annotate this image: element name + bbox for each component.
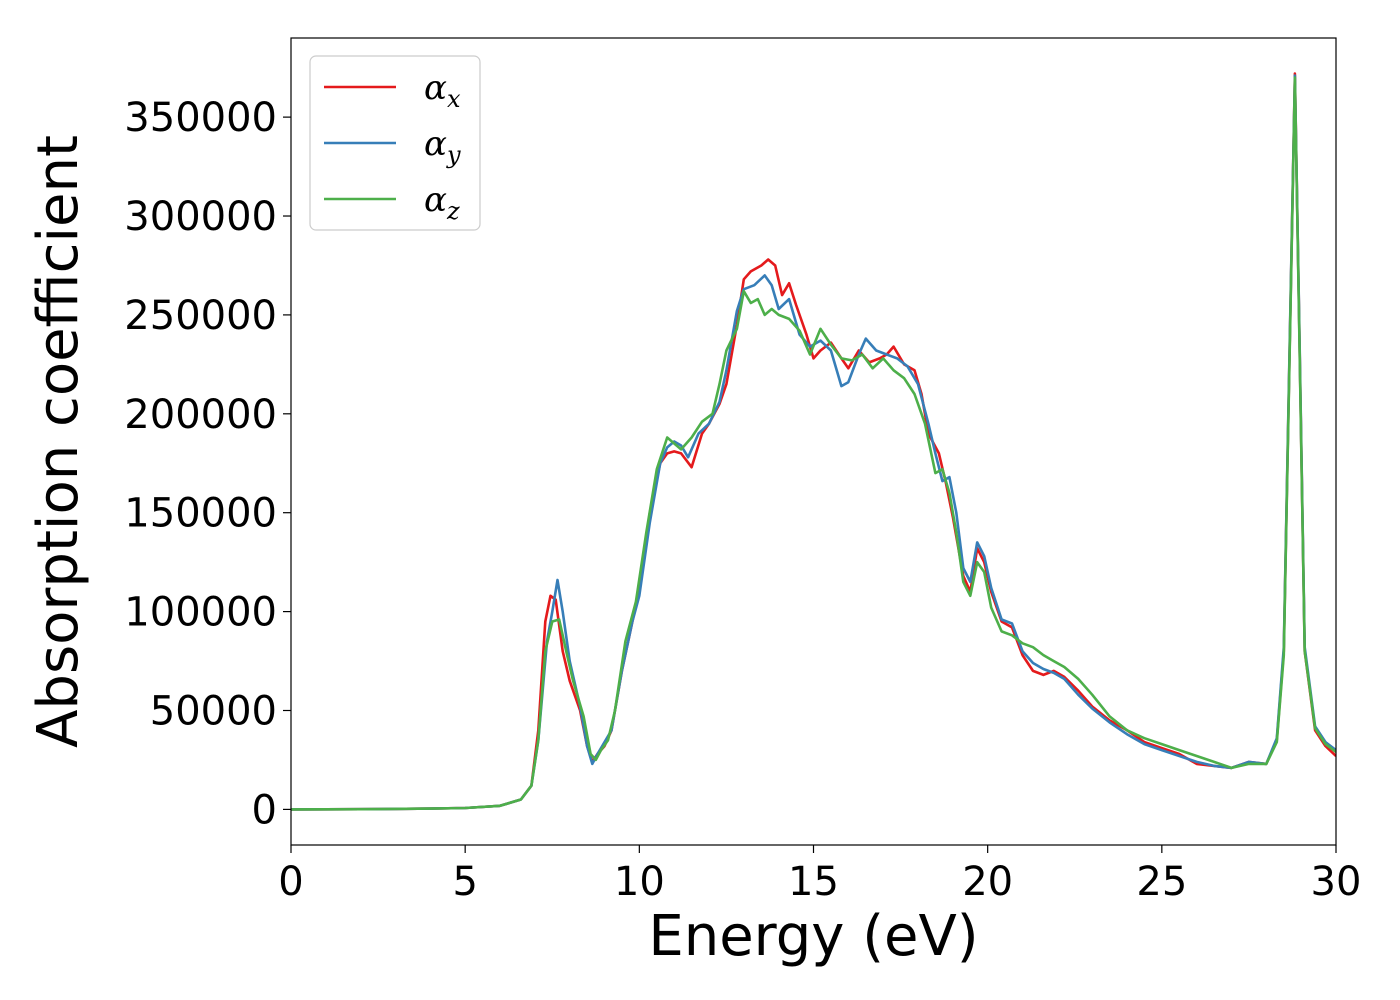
y-tick-label: 100000 bbox=[124, 590, 277, 636]
axes: 0 5 10 15 20 25 30 0 50000 100000 150000 200000 2500… bbox=[124, 37, 1362, 905]
legend: αx αy αz bbox=[309, 55, 481, 231]
y-tick-label: 200000 bbox=[124, 392, 277, 438]
y-tick-label: 350000 bbox=[124, 95, 277, 141]
x-tick-label: 0 bbox=[278, 859, 303, 905]
x-axis-label: Energy (eV) bbox=[648, 904, 978, 969]
x-tick-label: 30 bbox=[1311, 859, 1362, 905]
y-tick-label: 50000 bbox=[150, 689, 277, 735]
y-tick-label: 300000 bbox=[124, 194, 277, 240]
series-line-z bbox=[291, 76, 1336, 811]
x-tick-label: 10 bbox=[614, 859, 665, 905]
legend-label-x: αx bbox=[424, 68, 461, 113]
x-tick-label: 15 bbox=[788, 859, 839, 905]
y-tick-label: 0 bbox=[252, 787, 277, 833]
plot-area bbox=[291, 72, 1336, 811]
x-tick-label: 25 bbox=[1136, 859, 1187, 905]
legend-label-z: αz bbox=[424, 180, 460, 225]
x-tick-label: 20 bbox=[962, 859, 1013, 905]
y-tick-label: 150000 bbox=[124, 491, 277, 537]
series-line-y bbox=[291, 74, 1336, 811]
y-axis-label: Absorption coefficient bbox=[26, 135, 91, 748]
y-tick-label: 250000 bbox=[124, 293, 277, 339]
legend-label-y: αy bbox=[424, 124, 461, 169]
x-tick-label: 5 bbox=[452, 859, 477, 905]
